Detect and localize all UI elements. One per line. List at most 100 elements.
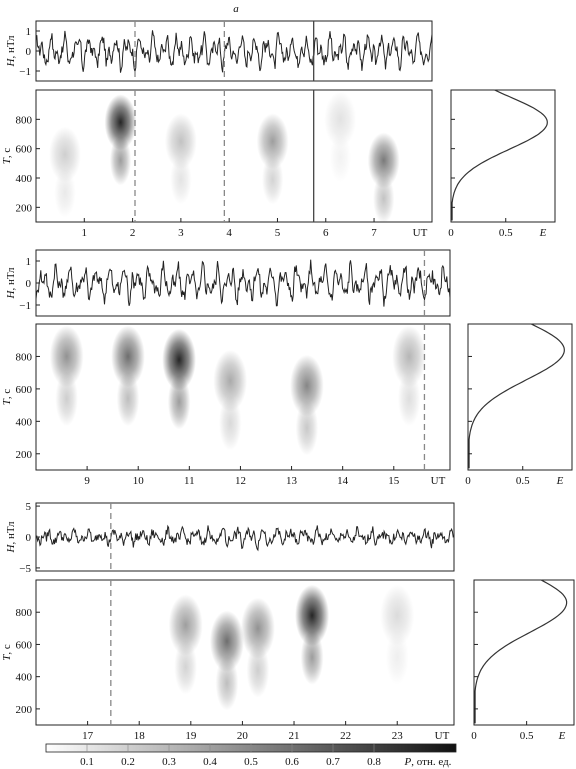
spectrogram-field	[36, 580, 454, 725]
spectrogram-xtick-label: 19	[185, 730, 197, 742]
colorbar-tick-label: 0.6	[285, 756, 299, 768]
panel-label: a	[233, 3, 239, 15]
spectral-power-blob	[392, 325, 426, 388]
energy-curve	[451, 89, 548, 221]
spectrogram-xtick-label: 14	[337, 475, 349, 487]
colorbar-label: P, отн. ед.	[404, 756, 452, 768]
spectral-power-blob	[162, 328, 196, 391]
spectrogram-xtick-label: 4	[226, 227, 232, 239]
energy-curve	[468, 323, 565, 469]
spectrogram-xtick-label: 20	[237, 730, 249, 742]
spectral-power-blob	[324, 91, 357, 148]
spectrogram-ytick-label: 800	[16, 351, 33, 363]
spectrogram-frame	[35, 579, 455, 726]
energy-xlabel: E	[539, 227, 547, 239]
energy-frame	[467, 323, 573, 471]
energy-xlabel: E	[558, 730, 566, 742]
spectrogram-xtick-label: 23	[392, 730, 404, 742]
colorbar-tick-label: 0.7	[326, 756, 340, 768]
energy-curve	[474, 579, 568, 724]
waveform-panel-2: 1 0 −1	[19, 249, 451, 317]
spectral-power-blob	[168, 594, 203, 656]
spectrogram-ylabel: T, с	[1, 644, 13, 661]
spectral-power-blob	[111, 325, 145, 388]
spectral-power-blob	[367, 132, 400, 189]
spectral-power-tail	[373, 173, 395, 222]
energy-panel-3: 0 0.5 E	[471, 579, 575, 742]
spectrogram-ytick-label: 200	[16, 704, 33, 716]
spectrogram-xtick-label: 1	[82, 227, 88, 239]
energy-xtick-label: 0	[465, 475, 471, 487]
waveform-ytick-label: 0	[26, 46, 32, 58]
spectrogram-xtick-label: 5	[275, 227, 281, 239]
energy-xtick-label: 0.5	[516, 475, 530, 487]
spectral-power-tail	[295, 400, 319, 456]
waveform-ytick-label: −1	[19, 66, 31, 78]
spectral-power-tail	[397, 371, 421, 427]
colorbar-tick-label: 0.2	[121, 756, 135, 768]
spectrogram-xtick-label: 7	[371, 227, 377, 239]
spectral-power-blob	[49, 126, 81, 183]
colorbar-tick-label: 0.8	[367, 756, 381, 768]
energy-frame	[450, 89, 556, 223]
colorbar-tick-label: 0.1	[80, 756, 94, 768]
spectrogram-xtick-label: 9	[84, 475, 90, 487]
spectrogram-xtick-label: 2	[130, 227, 136, 239]
colorbar-tick-label: 0.3	[162, 756, 176, 768]
spectral-power-blob	[49, 325, 84, 388]
spectral-power-tail	[55, 371, 78, 427]
spectrogram-xtick-label: 22	[340, 730, 351, 742]
waveform-series	[35, 259, 451, 307]
spectral-power-blob	[380, 584, 415, 647]
waveform-series	[35, 524, 455, 552]
spectrogram-xtick-label: 17	[82, 730, 94, 742]
energy-panel-1: 0 0.5 E	[448, 89, 556, 239]
spectrogram-ylabel: T, с	[1, 148, 13, 165]
spectrogram-ytick-label: 400	[16, 173, 33, 185]
spectrogram-xtick-label: 10	[133, 475, 145, 487]
spectral-power-blob	[290, 354, 324, 417]
spectrogram-xlabel: UT	[413, 227, 428, 239]
colorbar: 0.1 0.2 0.3 0.4 0.5 0.6 0.7 0.8 P, отн. ед.	[45, 743, 457, 768]
colorbar-tick-label: 0.5	[244, 756, 258, 768]
waveform-panel-3: 5 0 −5	[19, 501, 455, 575]
waveform-ytick-label: 0	[26, 532, 32, 544]
energy-xtick-label: 0	[448, 227, 454, 239]
spectral-power-blob	[295, 584, 330, 647]
spectrogram-ytick-label: 600	[16, 639, 33, 651]
waveform-ytick-label: 0	[26, 278, 32, 290]
waveform-ylabel: H, нТл	[5, 267, 17, 300]
spectrogram-panel-1: 1 2 3 4 5 6 7 UT 200 400 600 800	[16, 89, 433, 239]
waveform-ytick-label: 5	[26, 501, 32, 513]
energy-frame	[473, 579, 575, 726]
spectral-power-tail	[300, 629, 324, 685]
spectrogram-frame	[35, 89, 433, 223]
spectrogram-xtick-label: 12	[235, 475, 246, 487]
spectrogram-ylabel: T, с	[1, 389, 13, 406]
energy-xtick-label: 0.5	[520, 730, 534, 742]
spectral-power-blob	[256, 113, 289, 170]
colorbar-tick-label: 0.4	[203, 756, 217, 768]
spectrogram-frame	[35, 323, 451, 471]
spectral-power-tail	[246, 642, 270, 698]
spectrogram-ytick-label: 600	[16, 144, 33, 156]
spectral-power-blob	[240, 597, 275, 659]
spectrogram-xlabel: UT	[431, 475, 446, 487]
waveform-frame	[35, 249, 451, 317]
waveform-ylabel: H, нТл	[5, 35, 17, 68]
spectrogram-panel-2: 9 10 11 12 13 14 15 UT 200 400 600 800	[16, 323, 451, 487]
spectral-power-tail	[174, 639, 198, 695]
spectrogram-ytick-label: 600	[16, 384, 33, 396]
energy-panel-2: 0 0.5 E	[465, 323, 573, 487]
spectrogram-field	[36, 90, 432, 222]
spectral-power-tail	[116, 371, 140, 427]
spectral-power-tail	[54, 167, 76, 218]
spectral-power-tail	[109, 135, 132, 186]
spectral-power-tail	[170, 154, 192, 205]
spectrogram-background	[36, 90, 432, 222]
waveform-ytick-label: −1	[19, 300, 31, 312]
spectrogram-xtick-label: 15	[388, 475, 400, 487]
spectrogram-field	[36, 324, 450, 470]
spectrogram-ytick-label: 200	[16, 202, 33, 214]
